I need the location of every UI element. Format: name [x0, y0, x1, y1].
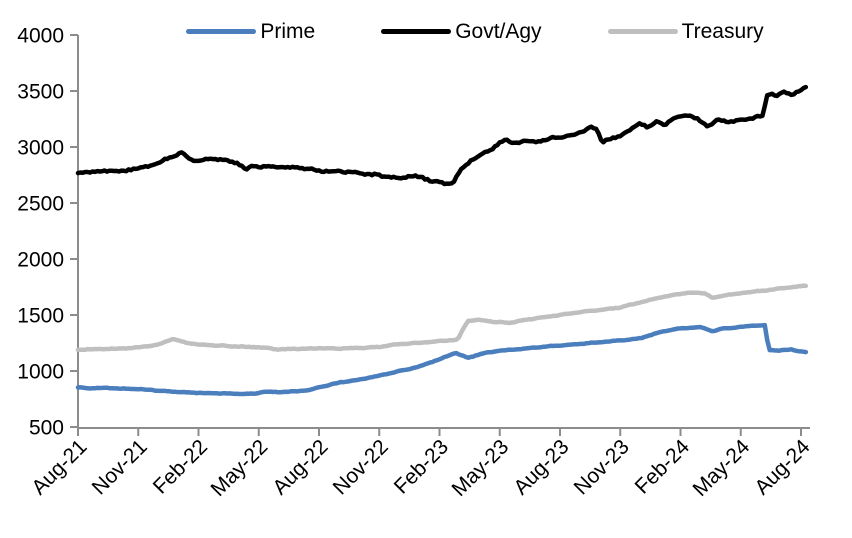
legend-item-treasury: Treasury — [607, 20, 764, 43]
y-axis-label: 500 — [29, 417, 64, 440]
x-axis-label: Feb-23 — [390, 435, 453, 498]
x-axis-label: Nov-21 — [88, 435, 152, 499]
legend-item-prime: Prime — [186, 21, 315, 42]
series-line-treasury — [75, 283, 809, 353]
chart-legend: Prime Govt/Agy Treasury — [98, 21, 852, 42]
x-axis-label: Feb-24 — [631, 435, 695, 499]
x-axis-label: Aug-21 — [27, 435, 91, 499]
x-axis-label: Nov-22 — [329, 435, 393, 499]
x-axis-label: Nov-23 — [570, 435, 634, 499]
y-axis-label: 3000 — [17, 137, 64, 160]
x-axis-label: May-24 — [688, 435, 754, 501]
legend-item-govt-agy: Govt/Agy — [381, 20, 542, 43]
y-axis-label: 1000 — [17, 361, 64, 384]
x-axis-label: Aug-22 — [268, 435, 332, 499]
y-axis-label: 2500 — [17, 193, 64, 216]
legend-swatch-prime — [186, 29, 257, 34]
x-axis-label: Aug-24 — [750, 435, 814, 499]
series-line-prime — [75, 322, 809, 397]
y-axis-label: 2000 — [17, 249, 64, 272]
legend-swatch-govt-agy — [381, 29, 452, 34]
x-axis-label: Feb-22 — [149, 435, 212, 498]
series-line-govt-agy — [75, 84, 809, 187]
legend-swatch-treasury — [607, 29, 678, 34]
y-axis-label: 4000 — [17, 25, 64, 48]
y-axis-label: 1500 — [17, 305, 64, 328]
legend-label-govt-agy: Govt/Agy — [455, 20, 542, 43]
x-axis-label: May-23 — [447, 435, 513, 501]
y-axis-label: 3500 — [17, 81, 64, 104]
legend-label-treasury: Treasury — [681, 20, 764, 43]
legend-label-prime: Prime — [260, 20, 316, 43]
x-axis-label: May-22 — [206, 435, 272, 501]
x-axis-label: Aug-23 — [509, 435, 573, 499]
